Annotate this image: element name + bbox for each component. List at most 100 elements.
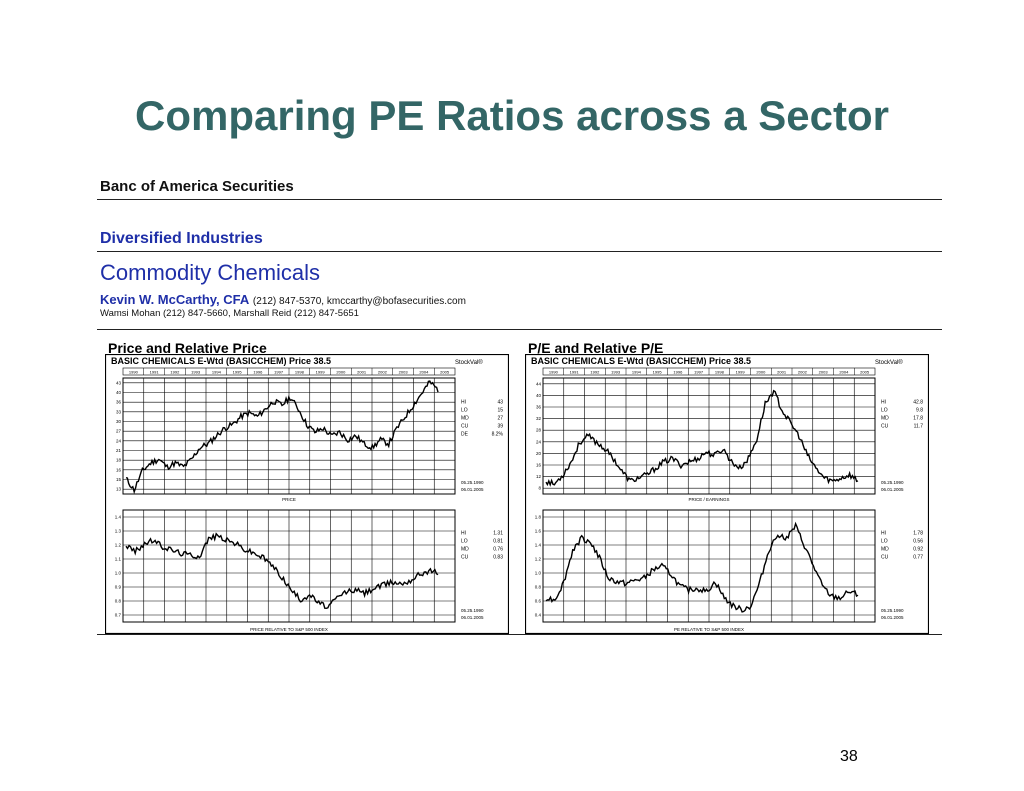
stat-value: 0.81 — [493, 539, 503, 545]
year-label: 2004 — [419, 370, 429, 375]
y-tick-label: 1.2 — [535, 557, 542, 562]
y-tick-label: 16 — [116, 467, 122, 472]
year-label: 2001 — [777, 370, 787, 375]
stat-label: CU — [881, 424, 889, 430]
bottom-rule — [97, 634, 942, 635]
y-tick-label: 0.7 — [115, 613, 122, 618]
price-chart: BASIC CHEMICALS E-Wtd (BASICCHEM) Price … — [104, 353, 510, 635]
year-label: 1991 — [570, 370, 580, 375]
y-tick-label: 30 — [116, 419, 122, 424]
divider — [97, 329, 942, 330]
y-tick-label: 16 — [536, 463, 542, 468]
date-label: 05.25.1990 — [461, 480, 484, 485]
brand-name: Banc of America Securities — [100, 178, 294, 195]
year-label: 1999 — [736, 370, 746, 375]
chart-header-source: StockVal® — [875, 359, 903, 366]
year-label: 1997 — [274, 370, 284, 375]
date-label: 05.25.1990 — [881, 480, 904, 485]
slide-title: Comparing PE Ratios across a Sector — [135, 92, 889, 139]
y-tick-label: 0.9 — [115, 585, 122, 590]
year-label: 2005 — [440, 370, 450, 375]
stat-label: LO — [461, 408, 468, 414]
stat-value: 15 — [497, 408, 503, 414]
stat-value: 39 — [497, 424, 503, 430]
page-number: 38 — [840, 748, 858, 765]
series-line — [125, 380, 439, 495]
chart-header-title: BASIC CHEMICALS E-Wtd (BASICCHEM) Price … — [111, 356, 331, 366]
year-label: 1992 — [590, 370, 600, 375]
sector-name: Diversified Industries — [100, 230, 263, 247]
chart-svg: BASIC CHEMICALS E-Wtd (BASICCHEM) Price … — [104, 353, 510, 635]
year-label: 1992 — [170, 370, 180, 375]
stat-value: 0.77 — [913, 555, 923, 561]
y-tick-label: 18 — [116, 458, 122, 463]
y-tick-label: 1.3 — [115, 529, 122, 534]
date-label: 06.01.2005 — [461, 615, 484, 620]
year-label: 1997 — [694, 370, 704, 375]
y-tick-label: 12 — [536, 474, 542, 479]
year-label: 2001 — [357, 370, 367, 375]
year-label: 1998 — [295, 370, 305, 375]
y-tick-label: 32 — [536, 416, 542, 421]
pe-chart: BASIC CHEMICALS E-Wtd (BASICCHEM) Price … — [524, 353, 930, 635]
stat-value: 1.78 — [913, 531, 923, 537]
year-label: 2000 — [336, 370, 346, 375]
subsector-title: Commodity Chemicals — [100, 260, 321, 285]
stat-label: HI — [461, 531, 466, 537]
y-tick-label: 24 — [536, 439, 542, 444]
stat-label: HI — [881, 531, 886, 537]
stat-value: 1.31 — [493, 531, 503, 537]
year-label: 1990 — [549, 370, 559, 375]
stat-label: MD — [881, 416, 889, 422]
year-label: 1993 — [611, 370, 621, 375]
stat-label: CU — [881, 555, 889, 561]
y-tick-label: 40 — [116, 390, 122, 395]
series-line — [545, 521, 859, 613]
year-label: 2000 — [756, 370, 766, 375]
stat-value: 42.8 — [913, 400, 923, 406]
stat-label: DE — [461, 432, 469, 438]
year-label: 2003 — [819, 370, 829, 375]
stat-label: LO — [881, 408, 888, 414]
y-tick-label: 1.1 — [115, 557, 122, 562]
date-label: 05.25.1990 — [881, 608, 904, 613]
analyst-name: Kevin W. McCarthy, CFA — [100, 292, 250, 307]
stat-label: CU — [461, 424, 469, 430]
stat-value: 43 — [497, 400, 503, 406]
divider — [97, 251, 942, 252]
chart-svg: BASIC CHEMICALS E-Wtd (BASICCHEM) Price … — [524, 353, 930, 635]
year-label: 1996 — [673, 370, 683, 375]
y-tick-label: 1.2 — [115, 543, 122, 548]
stat-value: 27 — [497, 416, 503, 422]
stat-label: CU — [461, 555, 469, 561]
stat-label: HI — [461, 400, 466, 406]
analyst-line: Kevin W. McCarthy, CFA (212) 847-5370, k… — [100, 292, 466, 307]
analyst-contact: (212) 847-5370, kmccarthy@bofasecurities… — [252, 296, 466, 307]
stat-label: MD — [461, 547, 469, 553]
date-label: 06.01.2005 — [461, 487, 484, 492]
panel-caption: PRICE RELATIVE TO S&P 500 INDEX — [250, 627, 328, 632]
y-tick-label: 27 — [116, 429, 122, 434]
year-label: 1996 — [253, 370, 263, 375]
date-label: 05.25.1990 — [461, 608, 484, 613]
stat-value: 0.76 — [493, 547, 503, 553]
y-tick-label: 36 — [116, 400, 122, 405]
year-label: 1991 — [150, 370, 160, 375]
stat-label: LO — [881, 539, 888, 545]
year-label: 1994 — [632, 370, 642, 375]
y-tick-label: 0.8 — [115, 599, 122, 604]
stat-value: 17.8 — [913, 416, 923, 422]
y-tick-label: 15 — [116, 477, 122, 482]
year-label: 2003 — [399, 370, 409, 375]
stat-value: 8.2% — [492, 432, 504, 438]
y-tick-label: 0.6 — [535, 599, 542, 604]
y-tick-label: 21 — [116, 448, 122, 453]
year-label: 2005 — [860, 370, 870, 375]
y-tick-label: 24 — [116, 438, 122, 443]
year-label: 1993 — [191, 370, 201, 375]
y-tick-label: 0.4 — [535, 613, 542, 618]
panel-caption: PE RELATIVE TO S&P 500 INDEX — [674, 627, 744, 632]
y-tick-label: 1.4 — [535, 543, 542, 548]
chart-heading-price: Price and Relative Price — [108, 340, 267, 356]
y-tick-label: 40 — [536, 393, 542, 398]
